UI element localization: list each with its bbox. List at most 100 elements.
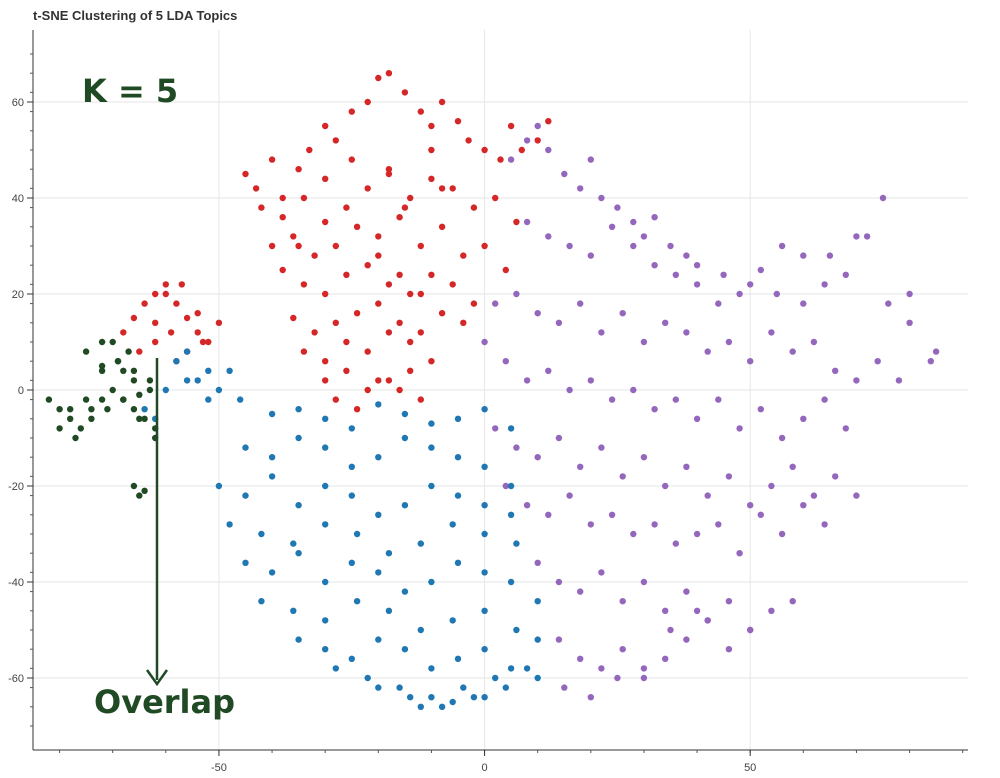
data-point [545,511,552,518]
data-point [704,492,711,499]
data-point [497,156,504,163]
data-point [268,454,276,461]
data-point [534,559,541,566]
data-point [502,684,509,691]
data-point [300,281,308,288]
data-point [651,262,658,269]
data-point [757,511,764,518]
data-point [640,674,648,682]
data-point [842,425,849,432]
data-point [428,665,435,672]
data-point [577,588,584,595]
data-point [523,218,531,226]
data-point [375,511,382,518]
data-point [215,482,223,490]
data-point [736,425,743,432]
data-point [353,530,361,538]
data-point [364,185,371,192]
data-point [322,122,329,130]
data-point [417,626,424,634]
data-point [322,175,329,182]
data-point [385,607,393,614]
y-tick-label: -40 [8,577,24,589]
data-point [82,348,90,355]
data-points [45,70,940,710]
data-point [343,338,350,346]
data-point [141,406,148,413]
data-point [343,271,350,278]
data-point [853,377,860,384]
data-point [348,492,355,499]
data-point [566,386,573,394]
data-point [428,482,435,490]
data-point [242,492,249,499]
data-point [651,521,658,528]
data-point [401,434,409,442]
data-point [598,194,605,202]
data-point [428,420,435,427]
data-point [322,578,329,586]
data-point [598,329,605,336]
data-point [348,156,355,163]
data-point [173,358,180,365]
data-point [789,463,796,470]
data-point [454,454,462,461]
data-point [348,108,355,115]
data-point [311,252,318,259]
data-point [693,262,701,269]
data-point [614,674,621,682]
data-point [800,415,807,422]
data-point [401,588,409,595]
data-point [438,310,446,317]
data-point [481,502,488,509]
data-point [507,122,515,130]
data-point [768,607,775,614]
data-point [56,425,63,432]
data-point [454,655,462,662]
data-point [449,617,456,624]
data-point [152,338,159,346]
data-point [205,338,212,346]
data-point [226,367,233,374]
data-point [492,425,499,432]
data-point [640,338,648,346]
data-point [672,396,679,403]
data-point [449,281,456,288]
data-point [77,425,85,432]
axes: -50 0 50 60 40 20 0 -20 -40 -60 [8,30,968,774]
data-point [534,310,541,317]
data-point [183,377,191,384]
data-point [481,646,488,653]
data-point [136,415,143,422]
data-point [720,271,727,278]
data-point [651,406,658,413]
data-point [640,578,648,586]
data-point [332,319,339,326]
data-point [428,146,435,154]
data-point [396,271,403,278]
data-point [832,367,839,374]
data-point [853,233,860,240]
data-point [279,194,286,202]
data-point [523,377,531,384]
data-point [205,367,212,374]
data-point [895,377,903,384]
chart-title: t-SNE Clustering of 5 LDA Topics [33,8,238,23]
data-point [407,194,414,202]
data-point [438,703,446,710]
data-point [619,646,626,653]
data-point [561,684,568,691]
data-point [545,367,552,374]
x-tick-label: -50 [211,762,227,774]
data-point [290,314,297,322]
data-point [268,473,276,480]
data-point [577,300,584,307]
data-point [385,170,393,178]
data-point [778,242,786,250]
data-point [428,175,435,182]
data-point [407,290,414,298]
data-point [651,214,658,221]
data-point [906,319,913,326]
data-point [114,358,122,365]
